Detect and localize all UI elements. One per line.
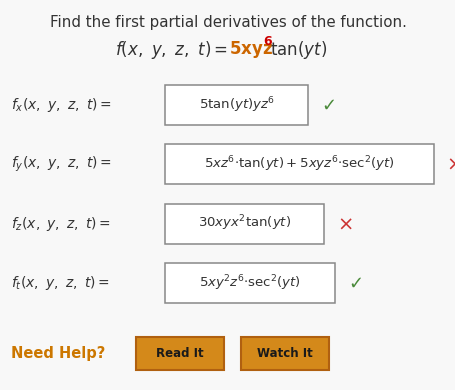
FancyBboxPatch shape — [136, 337, 223, 370]
Text: Need Help?: Need Help? — [11, 346, 106, 361]
Text: $\times$: $\times$ — [445, 155, 455, 174]
Text: $30xyx^2\tan(yt)$: $30xyx^2\tan(yt)$ — [198, 214, 291, 234]
Text: $5\tan(yt)yz^6$: $5\tan(yt)yz^6$ — [198, 96, 274, 115]
FancyBboxPatch shape — [165, 144, 433, 184]
Text: $5xz^6{\cdot}\tan(yt)+5xyz^6{\cdot}\sec^2\!(yt)$: $5xz^6{\cdot}\tan(yt)+5xyz^6{\cdot}\sec^… — [204, 154, 394, 174]
Text: Watch It: Watch It — [257, 347, 312, 360]
Text: $\tan(yt)$: $\tan(yt)$ — [269, 39, 326, 61]
Text: $f_z(x,\ y,\ z,\ t) =$: $f_z(x,\ y,\ z,\ t) =$ — [11, 215, 111, 233]
FancyBboxPatch shape — [165, 204, 324, 244]
Text: $\checkmark$: $\checkmark$ — [320, 96, 334, 114]
Text: Read It: Read It — [156, 347, 203, 360]
FancyBboxPatch shape — [241, 337, 328, 370]
FancyBboxPatch shape — [165, 85, 308, 125]
Text: $f_t(x,\ y,\ z,\ t) =$: $f_t(x,\ y,\ z,\ t) =$ — [11, 274, 110, 292]
Text: $f(x,\ y,\ z,\ t) = $: $f(x,\ y,\ z,\ t) = $ — [115, 39, 228, 61]
Text: $\times$: $\times$ — [336, 214, 352, 233]
Text: $f_x(x,\ y,\ z,\ t) =$: $f_x(x,\ y,\ z,\ t) =$ — [11, 96, 112, 114]
Text: $\mathbf{5xyz}$: $\mathbf{5xyz}$ — [228, 39, 272, 60]
Text: $\mathbf{6}$: $\mathbf{6}$ — [262, 35, 272, 48]
Text: $f_y(x,\ y,\ z,\ t) =$: $f_y(x,\ y,\ z,\ t) =$ — [11, 155, 112, 174]
FancyBboxPatch shape — [165, 263, 334, 303]
Text: $5xy^2z^6{\cdot}\sec^2\!(yt)$: $5xy^2z^6{\cdot}\sec^2\!(yt)$ — [199, 273, 301, 293]
Text: $\checkmark$: $\checkmark$ — [347, 274, 361, 292]
Text: Find the first partial derivatives of the function.: Find the first partial derivatives of th… — [50, 14, 405, 30]
